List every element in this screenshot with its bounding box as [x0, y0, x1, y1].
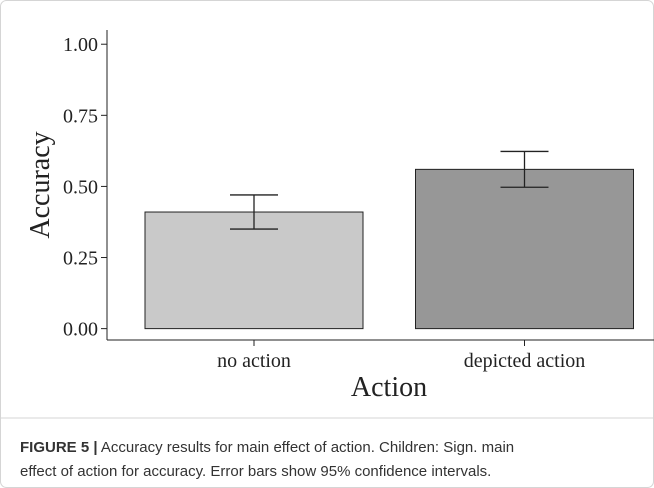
caption-label: FIGURE 5 |	[20, 439, 98, 456]
y-tick-label: 0.25	[63, 248, 98, 270]
y-tick-label: 0.00	[63, 319, 98, 341]
bar	[415, 168, 634, 330]
caption-text: effect of action for accuracy. Error bar…	[20, 463, 491, 480]
y-tick-label: 1.00	[63, 34, 98, 56]
y-tick-label: 0.50	[63, 176, 98, 198]
caption-text: Accuracy results for main effect of acti…	[98, 439, 515, 456]
y-tick-label: 0.75	[63, 105, 98, 127]
caption-line: FIGURE 5 | Accuracy results for main eff…	[20, 439, 514, 456]
error-bar	[500, 150, 549, 188]
x-axis-label: Action	[351, 372, 427, 403]
bar	[144, 211, 364, 330]
x-tick-label: no action	[217, 350, 291, 372]
y-axis-label: Accuracy	[25, 131, 56, 238]
error-bar	[230, 194, 278, 230]
x-tick-label: depicted action	[464, 350, 586, 372]
